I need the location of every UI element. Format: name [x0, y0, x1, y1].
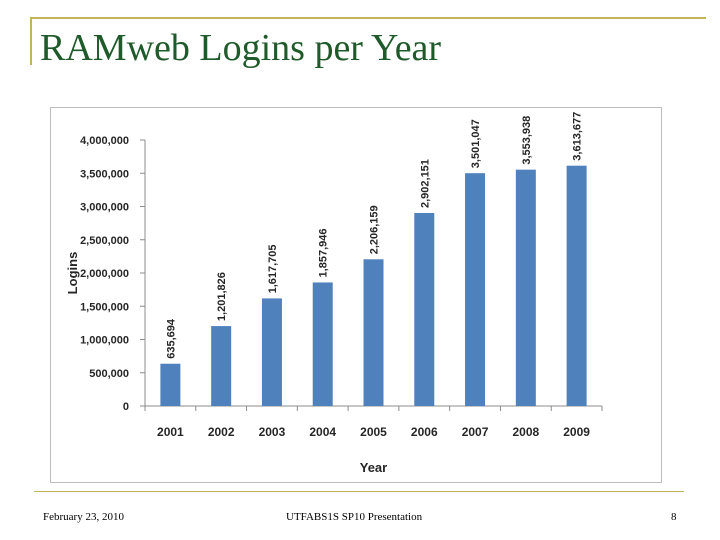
- bar-2008: [515, 169, 536, 406]
- x-tick-label: 2005: [360, 425, 387, 439]
- y-tick-label: 2,500,000: [80, 235, 129, 247]
- title-accent-rule-top: [30, 17, 706, 19]
- bar-2004: [312, 282, 333, 406]
- data-label: 3,501,047: [470, 119, 482, 168]
- bar-2002: [211, 326, 232, 406]
- bar-2001: [160, 363, 181, 406]
- x-tick-label: 2001: [157, 425, 184, 439]
- data-label: 635,694: [165, 318, 177, 359]
- y-tick-label: 500,000: [89, 368, 129, 380]
- y-tick-label: 2,000,000: [80, 268, 129, 280]
- bar-2005: [363, 259, 384, 406]
- page-number: 8: [671, 511, 677, 523]
- bar-2003: [261, 298, 282, 406]
- bar-chart: 0 500,000 1,000,000 1,500,000 2,000,000 2,500…: [65, 112, 603, 475]
- y-tick-label: 3,000,000: [80, 202, 129, 214]
- footer-presentation-name: UTFABS1S SP10 Presentation: [286, 511, 423, 523]
- y-tick-label: 1,500,000: [80, 301, 129, 313]
- bar-2006: [414, 213, 435, 406]
- x-tick-label: 2002: [208, 425, 235, 439]
- x-tick-label: 2004: [309, 425, 336, 439]
- y-tick-label: 1,000,000: [80, 335, 129, 347]
- y-tick-label: 3,500,000: [80, 168, 129, 180]
- x-axis-title: Year: [360, 460, 387, 475]
- y-tick-label: 0: [123, 401, 129, 413]
- data-label: 2,206,159: [369, 205, 381, 254]
- slide-title: RAMweb Logins per Year: [40, 27, 442, 69]
- x-tick-label: 2003: [259, 425, 286, 439]
- data-label: 1,617,705: [267, 244, 279, 293]
- x-tick-label: 2006: [411, 425, 438, 439]
- data-label: 2,902,151: [419, 159, 431, 208]
- y-axis-title: Logins: [65, 252, 80, 295]
- data-label: 3,613,677: [572, 112, 584, 161]
- bar-2007: [465, 173, 486, 406]
- data-label: 1,857,946: [318, 229, 330, 278]
- x-tick-label: 2009: [563, 425, 590, 439]
- x-tick-label: 2008: [512, 425, 539, 439]
- footer-rule: [34, 491, 684, 492]
- chart-frame: 0 500,000 1,000,000 1,500,000 2,000,000 2,500…: [50, 107, 662, 483]
- title-accent-rule-left: [30, 17, 32, 65]
- x-tick-label: 2007: [462, 425, 489, 439]
- y-tick-label: 4,000,000: [80, 135, 129, 147]
- bar-2009: [566, 165, 587, 406]
- data-label: 3,553,938: [521, 116, 533, 165]
- data-label: 1,201,826: [216, 272, 228, 321]
- footer-date: February 23, 2010: [43, 511, 124, 523]
